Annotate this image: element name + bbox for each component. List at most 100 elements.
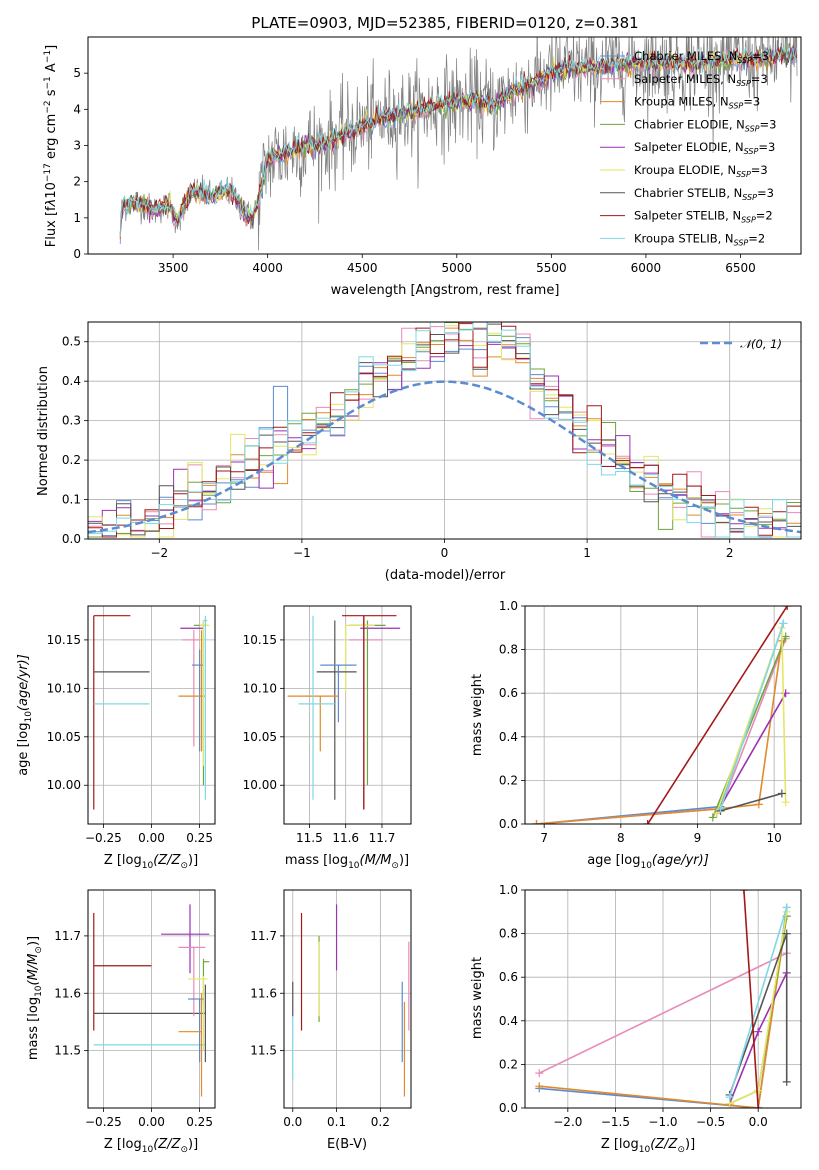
plot-area <box>532 606 792 824</box>
mass-weight-marker-chabrier-elodie <box>708 813 717 822</box>
mw-age-xlabel: age [log10(age/yr)] <box>587 853 709 871</box>
mass-vs-z-plot: −0.25 0.00 0.25 11.5 11.6 11.7 <box>54 889 216 1129</box>
residuals-xlabel: (data-model)/error <box>385 568 506 583</box>
mass-weight-line-chabrier-stelib <box>720 792 783 812</box>
histogram-chabrier-miles <box>88 337 801 538</box>
age-vs-mass-plot: 11.5 11.6 11.7 10.00 10.05 10.10 10.15 <box>243 605 412 845</box>
mass-ebv-xlabel: E(B-V) <box>327 1137 367 1152</box>
axes-frame <box>524 889 802 1109</box>
mass-weight-marker-kroupa-stelib <box>782 903 791 912</box>
y-tick-label: 10.00 <box>47 778 81 792</box>
x-tick-label: 5500 <box>536 261 567 275</box>
mass-weight-line-salpeter-miles <box>538 952 788 1074</box>
y-tick-label: 11.7 <box>54 929 81 943</box>
axes-frame <box>87 36 802 255</box>
y-tick-label: 0.2 <box>499 1057 518 1071</box>
x-tick-label: −0.5 <box>696 1115 725 1129</box>
x-tick-label: 11.7 <box>369 831 396 845</box>
mass-weight-line-kroupa-miles <box>539 916 788 1108</box>
mass-weight-marker-salpeter-miles <box>535 1069 544 1078</box>
x-tick-label: 2 <box>726 546 734 560</box>
x-tick-label: 3500 <box>158 261 189 275</box>
mass-z-xlabel: Z [log10(Z/Z⊙)] <box>104 1137 198 1155</box>
legend-sub: SSP <box>745 124 760 133</box>
y-tick-label: 0.4 <box>62 374 81 388</box>
x-tick-label: 9 <box>694 831 702 845</box>
legend-tail: =3 <box>743 95 760 109</box>
axes-frame <box>87 321 802 540</box>
age-mass-xlabel: mass [log10(M/M⊙)] <box>285 853 409 871</box>
axes-frame <box>87 605 216 825</box>
x-tick-label: 1 <box>583 546 591 560</box>
chart-title: PLATE=0903, MJD=52385, FIBERID=0120, z=0… <box>251 14 638 32</box>
x-tick-label: 0.2 <box>371 1115 390 1129</box>
plot-area <box>93 904 210 1097</box>
x-tick-label: 11.5 <box>296 831 323 845</box>
mass-weight-vs-age-plot: 7 8 9 10 0.0 0.2 0.4 0.6 0.8 1.0 <box>499 599 802 845</box>
mass-weight-marker-kroupa-miles <box>535 1082 544 1091</box>
legend-tail: =3 <box>752 49 769 63</box>
y-tick-label: 1.0 <box>499 599 518 613</box>
legend-sub: SSP <box>736 79 751 88</box>
mass-weight-marker-kroupa-elodie <box>754 1086 763 1095</box>
mass-weight-marker-kroupa-stelib <box>725 1093 734 1102</box>
mass-weight-marker-salpeter-elodie <box>754 1027 763 1036</box>
y-tick-label: 0.4 <box>499 730 518 744</box>
y-tick-label: 11.5 <box>250 1044 277 1058</box>
legend-tail: =3 <box>758 140 775 154</box>
y-tick-label: 10.10 <box>243 681 277 695</box>
plot-area <box>88 322 801 538</box>
x-tick-label: 0.25 <box>186 1115 213 1129</box>
legend-sub: SSP <box>729 102 744 111</box>
mass-weight-line-salpeter-elodie <box>716 692 787 814</box>
x-tick-label: 4500 <box>347 261 378 275</box>
y-tick-label: 10.15 <box>243 633 277 647</box>
histogram-kroupa-stelib <box>88 322 801 538</box>
legend-tail: =3 <box>751 72 768 86</box>
mass-weight-line-chabrier-miles <box>536 623 785 824</box>
x-tick-label: 0.00 <box>138 1115 165 1129</box>
y-tick-label: 1 <box>73 211 81 225</box>
age-z-ylabel: age [log10(age/yr)] <box>16 654 34 776</box>
legend-sub: SSP <box>734 238 749 247</box>
residuals-plot: −2 −1 0 1 2 0.0 0.1 0.2 0.3 0.4 0.5 𝒩(0, 1) <box>62 321 802 560</box>
normal-curve <box>88 380 801 534</box>
mass-weight-line-kroupa-miles <box>536 640 783 824</box>
plot-area <box>93 615 210 810</box>
y-tick-label: 4 <box>73 102 81 116</box>
plot-area <box>119 37 798 251</box>
plot-area <box>535 890 791 1108</box>
legend-tail: =2 <box>748 231 765 245</box>
legend-sub: SSP <box>741 216 756 225</box>
legend-label: Salpeter ELODIE, NSSP=3 <box>634 140 775 156</box>
mass-weight-marker-salpeter-stelib <box>739 890 748 894</box>
x-tick-label: 6500 <box>725 261 756 275</box>
legend-text: Chabrier STELIB, N <box>634 186 742 200</box>
y-tick-label: 11.7 <box>250 929 277 943</box>
legend-tail: =2 <box>756 209 773 223</box>
y-tick-label: 10.15 <box>47 633 81 647</box>
mass-weight-line-chabrier-elodie <box>712 636 787 818</box>
x-tick-label: −2.0 <box>553 1115 582 1129</box>
axes-frame <box>283 605 412 825</box>
x-tick-label: −2 <box>150 546 168 560</box>
y-tick-label: 0.1 <box>62 493 81 507</box>
x-tick-label: 8 <box>617 831 625 845</box>
x-tick-label: 7 <box>540 831 548 845</box>
mw-age-ylabel: mass weight <box>470 674 485 756</box>
y-tick-label: 11.6 <box>54 986 81 1000</box>
legend-tail: =3 <box>760 117 777 131</box>
legend-label: Kroupa STELIB, NSSP=2 <box>634 231 765 247</box>
x-tick-label: 4000 <box>252 261 283 275</box>
x-tick-label: 11.6 <box>332 831 359 845</box>
mass-weight-line-salpeter-stelib <box>743 890 759 1108</box>
x-tick-label: 0.1 <box>327 1115 346 1129</box>
x-tick-label: 0 <box>441 546 449 560</box>
legend-sub: SSP <box>737 56 752 65</box>
legend-tail: =3 <box>751 163 768 177</box>
axes-frame <box>524 605 802 825</box>
mass-weight-marker-kroupa-stelib <box>716 804 725 813</box>
legend-text: Salpeter STELIB, N <box>634 209 741 223</box>
mass-weight-marker-salpeter-stelib <box>754 1104 763 1108</box>
y-tick-label: 11.6 <box>250 986 277 1000</box>
